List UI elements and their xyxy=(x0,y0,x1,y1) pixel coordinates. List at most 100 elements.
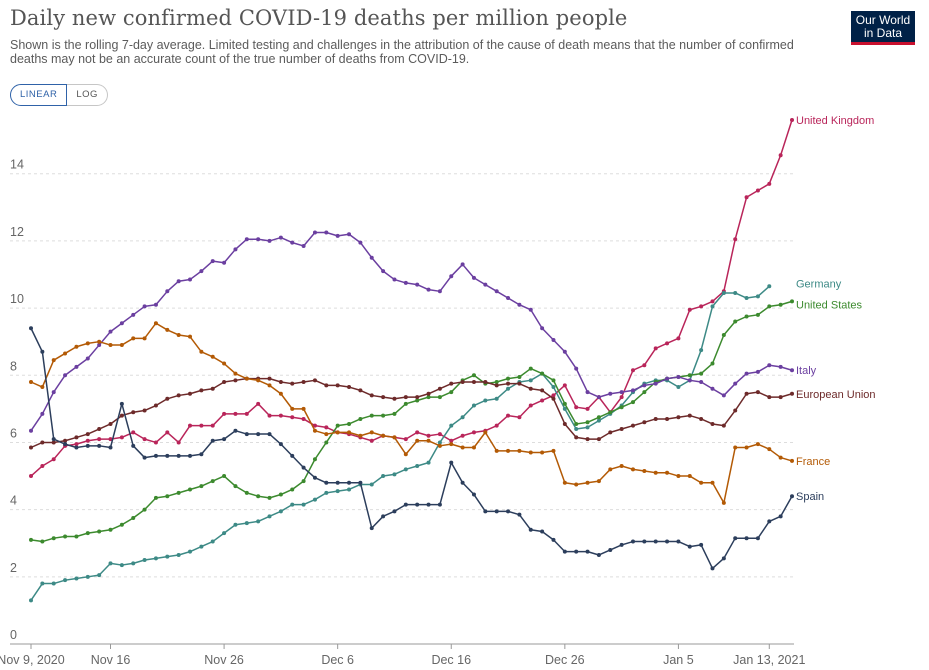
data-point-france[interactable] xyxy=(358,433,363,438)
data-point-european-union[interactable] xyxy=(403,395,408,400)
data-point-france[interactable] xyxy=(767,447,772,452)
data-point-united-kingdom[interactable] xyxy=(142,437,147,442)
data-point-italy[interactable] xyxy=(290,240,295,245)
data-point-germany[interactable] xyxy=(347,487,352,492)
data-point-united-states[interactable] xyxy=(506,376,511,381)
data-point-germany[interactable] xyxy=(63,578,68,583)
data-point-united-states[interactable] xyxy=(153,495,158,500)
data-point-italy[interactable] xyxy=(63,373,68,378)
data-point-germany[interactable] xyxy=(710,304,715,309)
data-point-united-kingdom[interactable] xyxy=(85,438,90,443)
data-point-germany[interactable] xyxy=(574,427,579,432)
data-point-spain[interactable] xyxy=(517,512,522,517)
data-point-france[interactable] xyxy=(301,406,306,411)
data-point-germany[interactable] xyxy=(85,574,90,579)
data-point-united-states[interactable] xyxy=(324,440,329,445)
data-point-european-union[interactable] xyxy=(608,430,613,435)
data-point-france[interactable] xyxy=(29,380,33,384)
data-point-italy[interactable] xyxy=(233,247,238,252)
series-germany[interactable] xyxy=(29,284,772,603)
data-point-united-kingdom[interactable] xyxy=(755,188,760,193)
data-point-european-union[interactable] xyxy=(278,380,283,384)
data-point-germany[interactable] xyxy=(767,284,772,289)
data-point-united-kingdom[interactable] xyxy=(733,237,738,242)
data-point-united-kingdom[interactable] xyxy=(744,195,749,200)
data-point-united-states[interactable] xyxy=(403,401,408,406)
data-point-united-states[interactable] xyxy=(74,534,79,539)
data-point-germany[interactable] xyxy=(721,290,726,295)
data-point-spain[interactable] xyxy=(188,453,193,458)
data-point-france[interactable] xyxy=(437,443,442,448)
data-point-italy[interactable] xyxy=(676,374,681,379)
data-point-germany[interactable] xyxy=(335,489,340,494)
data-point-united-kingdom[interactable] xyxy=(324,425,329,430)
data-point-germany[interactable] xyxy=(108,561,113,566)
data-point-spain[interactable] xyxy=(630,539,635,544)
data-point-france[interactable] xyxy=(471,445,476,450)
data-point-france[interactable] xyxy=(131,336,136,341)
series-label-united-kingdom[interactable]: United Kingdom xyxy=(796,115,874,127)
data-point-france[interactable] xyxy=(210,354,215,359)
data-point-european-union[interactable] xyxy=(517,381,522,386)
data-point-spain[interactable] xyxy=(415,502,420,507)
data-point-european-union[interactable] xyxy=(97,427,102,432)
data-point-european-union[interactable] xyxy=(574,435,579,440)
data-point-france[interactable] xyxy=(233,371,238,376)
data-point-united-kingdom[interactable] xyxy=(403,437,408,442)
data-point-spain[interactable] xyxy=(369,526,374,531)
data-point-italy[interactable] xyxy=(596,395,601,400)
data-point-germany[interactable] xyxy=(210,539,215,544)
data-point-italy[interactable] xyxy=(312,230,317,235)
data-point-united-kingdom[interactable] xyxy=(665,341,670,346)
data-point-france[interactable] xyxy=(278,391,283,396)
data-point-italy[interactable] xyxy=(517,302,522,307)
data-point-italy[interactable] xyxy=(278,235,283,240)
data-point-germany[interactable] xyxy=(142,558,147,563)
data-point-spain[interactable] xyxy=(199,452,204,457)
data-point-united-kingdom[interactable] xyxy=(653,346,658,351)
data-point-spain[interactable] xyxy=(755,536,760,541)
data-point-italy[interactable] xyxy=(29,428,33,433)
data-point-united-states[interactable] xyxy=(699,371,704,376)
data-point-italy[interactable] xyxy=(619,390,624,395)
data-point-france[interactable] xyxy=(744,445,749,450)
data-point-italy[interactable] xyxy=(358,240,363,245)
data-point-germany[interactable] xyxy=(460,415,465,420)
data-point-germany[interactable] xyxy=(528,378,533,383)
data-point-spain[interactable] xyxy=(335,480,340,485)
data-point-germany[interactable] xyxy=(676,385,681,390)
data-point-germany[interactable] xyxy=(585,425,590,430)
data-point-france[interactable] xyxy=(551,448,556,453)
data-point-european-union[interactable] xyxy=(653,416,658,421)
data-point-italy[interactable] xyxy=(108,329,113,334)
data-point-spain[interactable] xyxy=(665,539,670,544)
data-point-united-kingdom[interactable] xyxy=(131,430,136,435)
data-point-european-union[interactable] xyxy=(233,378,238,383)
data-point-united-states[interactable] xyxy=(744,314,749,319)
data-point-united-kingdom[interactable] xyxy=(642,363,647,368)
data-point-france[interactable] xyxy=(687,474,692,479)
data-point-france[interactable] xyxy=(562,480,567,485)
data-point-france[interactable] xyxy=(108,343,113,348)
data-point-italy[interactable] xyxy=(392,277,397,282)
data-point-italy[interactable] xyxy=(347,232,352,237)
data-point-spain[interactable] xyxy=(710,566,715,571)
data-point-united-kingdom[interactable] xyxy=(301,416,306,421)
data-point-italy[interactable] xyxy=(710,386,715,391)
data-point-united-kingdom[interactable] xyxy=(506,413,511,418)
data-point-united-kingdom[interactable] xyxy=(199,423,204,428)
series-spain[interactable] xyxy=(29,326,794,571)
data-point-spain[interactable] xyxy=(97,443,102,448)
data-point-united-states[interactable] xyxy=(755,312,760,317)
data-point-european-union[interactable] xyxy=(710,421,715,426)
data-point-germany[interactable] xyxy=(97,573,102,578)
data-point-italy[interactable] xyxy=(790,368,794,373)
data-point-united-states[interactable] xyxy=(437,395,442,400)
data-point-european-union[interactable] xyxy=(778,395,783,400)
data-point-italy[interactable] xyxy=(267,238,272,243)
data-point-united-states[interactable] xyxy=(687,373,692,378)
data-point-italy[interactable] xyxy=(142,304,147,309)
data-point-spain[interactable] xyxy=(358,480,363,485)
data-point-germany[interactable] xyxy=(222,531,227,536)
data-point-germany[interactable] xyxy=(449,423,454,428)
